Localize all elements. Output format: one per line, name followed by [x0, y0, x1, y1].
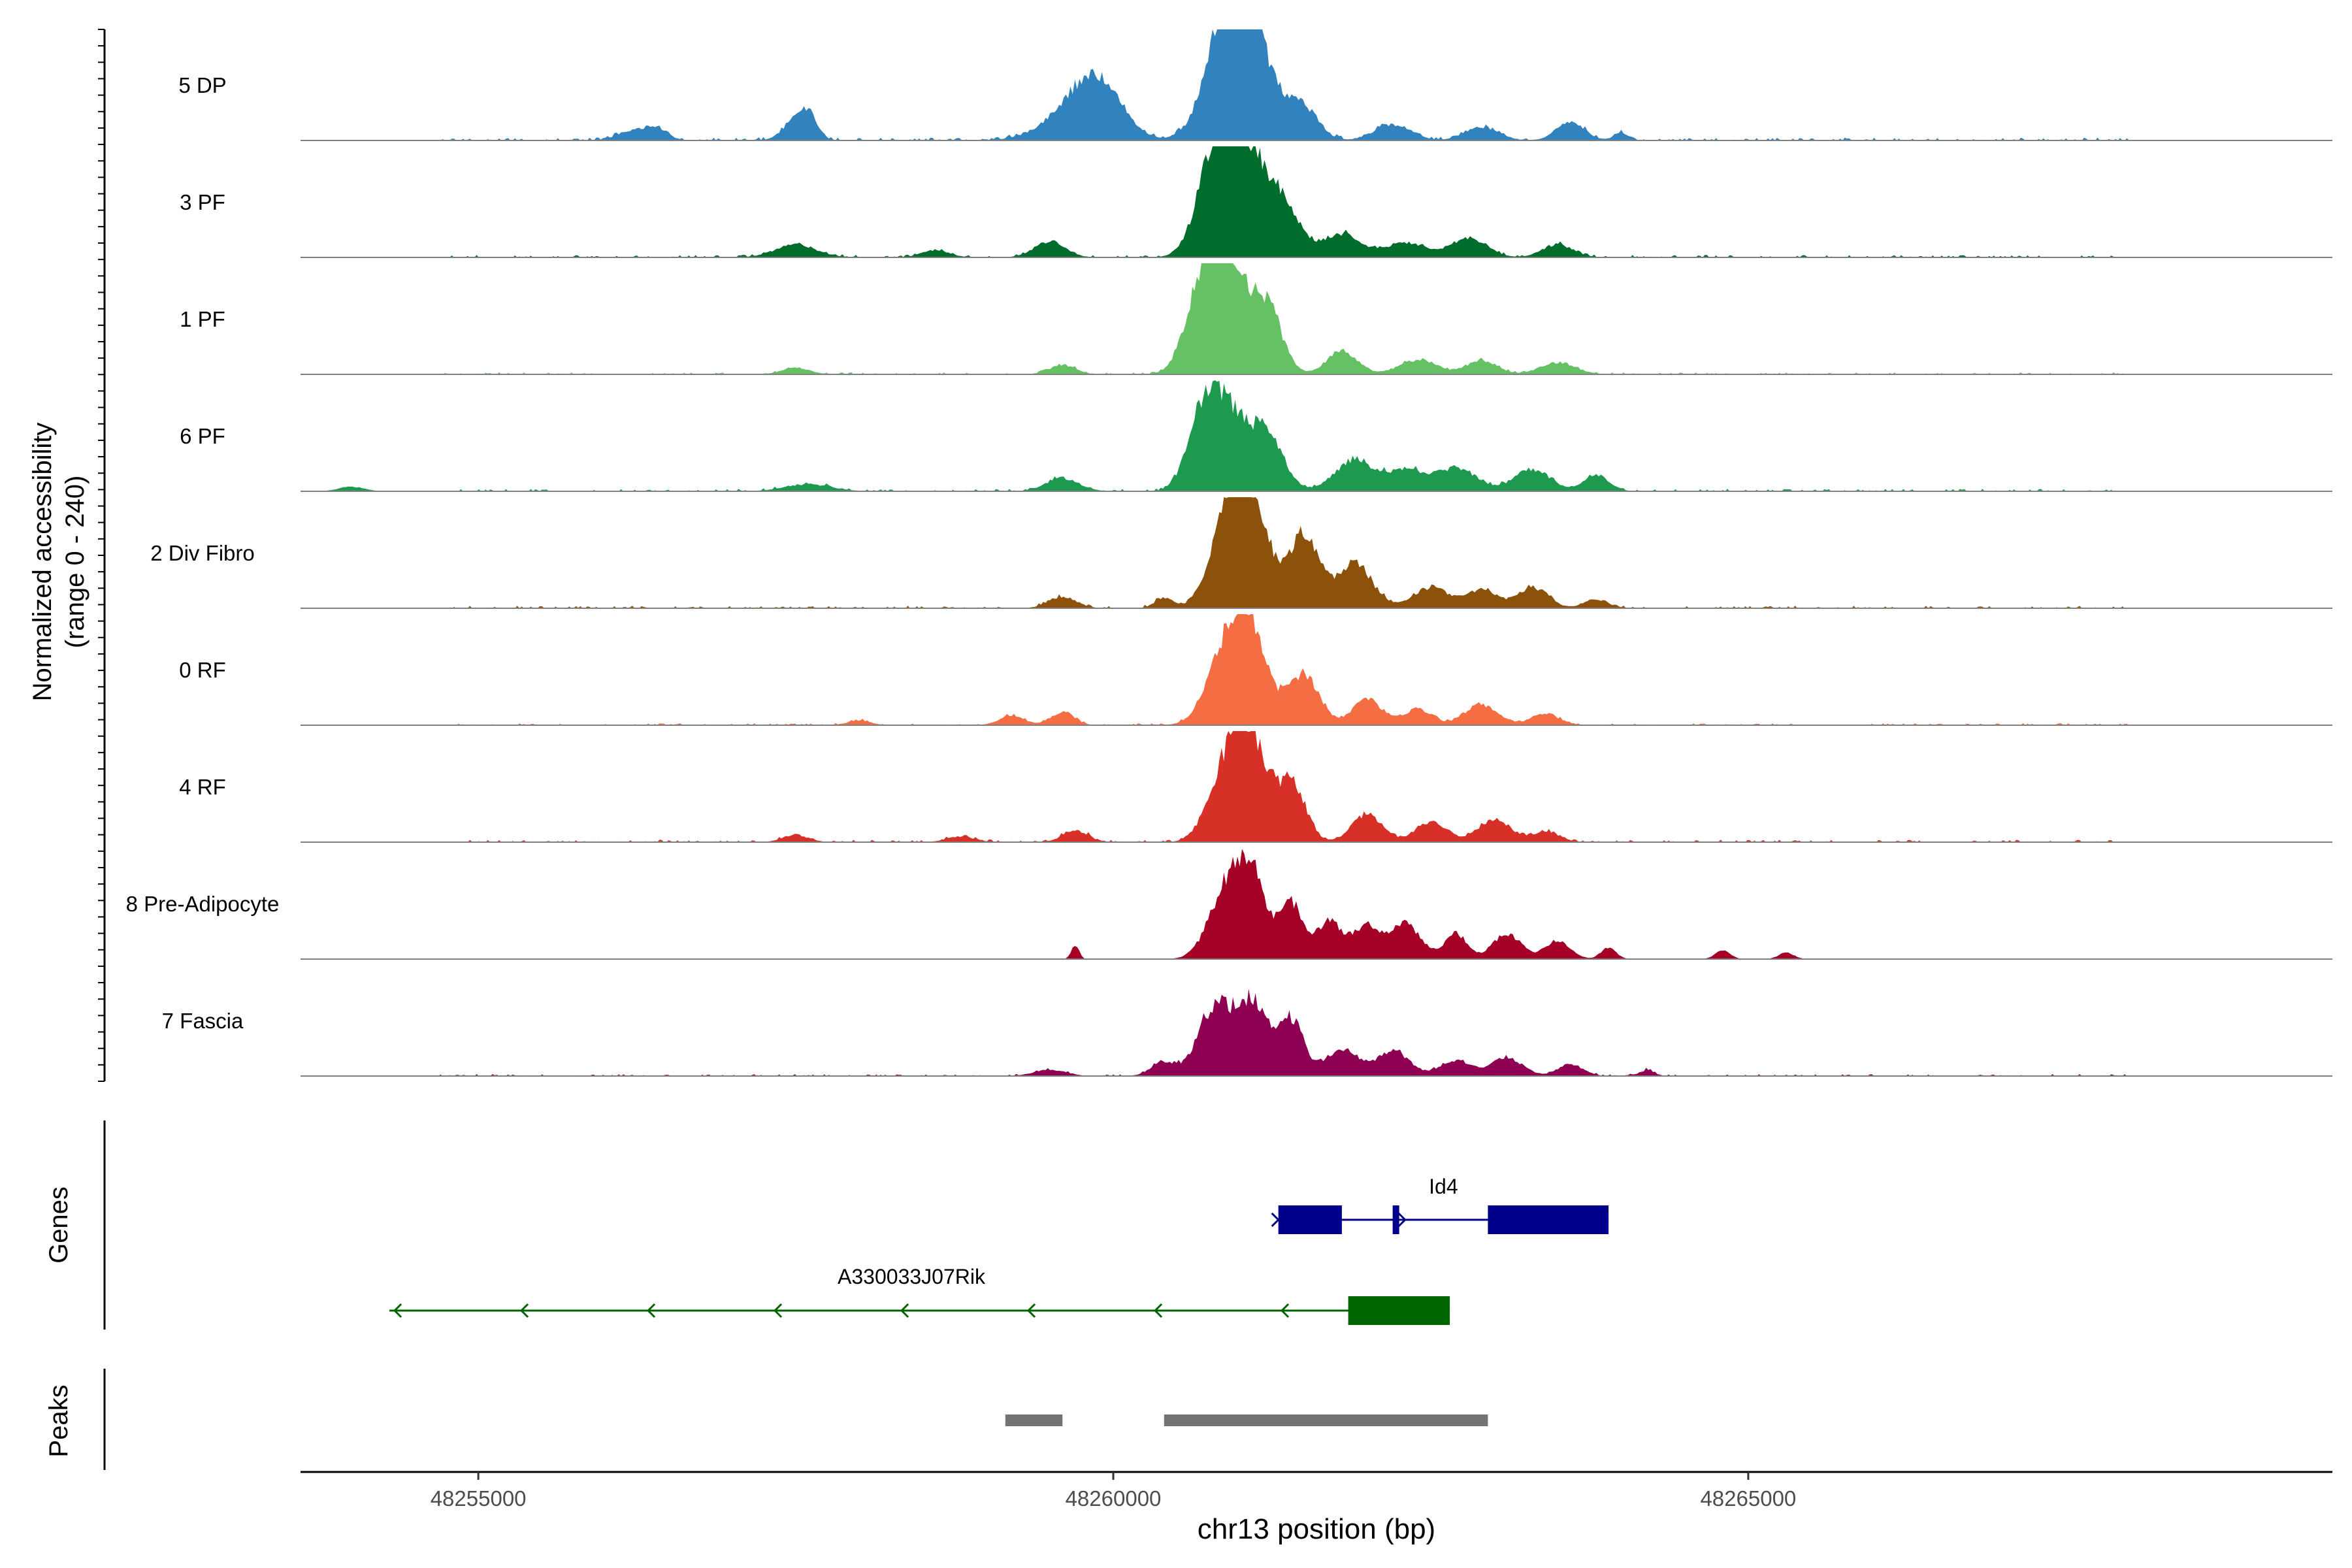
track-label: 5 DP — [178, 73, 226, 97]
track-signal-area — [301, 29, 2332, 140]
strand-arrow — [393, 1303, 402, 1318]
strand-arrow — [1397, 1212, 1407, 1228]
strand-arrow — [900, 1303, 909, 1318]
gene-exon — [1488, 1205, 1609, 1234]
strand-arrow — [773, 1303, 783, 1318]
track-3-pf: 3 PF — [180, 146, 2332, 258]
track-signal-area — [301, 849, 2332, 959]
gene-annotations: Id4 A330033J07Rik — [389, 1175, 1609, 1325]
peak-track-label: Peaks — [44, 1384, 73, 1457]
track-8-pre-adipocyte: 8 Pre-Adipocyte — [126, 849, 2332, 960]
track-label: 4 RF — [179, 775, 226, 799]
track-signal-area — [301, 614, 2332, 725]
gene-exon — [1348, 1296, 1450, 1325]
gene-id4: Id4 — [1271, 1175, 1609, 1234]
track-5-dp: 5 DP — [178, 29, 2332, 141]
x-tick-label: 48255000 — [431, 1486, 527, 1511]
track-1-pf: 1 PF — [180, 263, 2332, 375]
gene-exon — [1392, 1205, 1399, 1234]
x-tick-label: 48260000 — [1066, 1486, 1162, 1511]
strand-arrow — [646, 1303, 656, 1318]
track-label: 1 PF — [180, 307, 225, 331]
gene-label: A330033J07Rik — [838, 1265, 986, 1288]
track-6-pf: 6 PF — [180, 380, 2332, 492]
gene-a330033j07rik: A330033J07Rik — [389, 1265, 1450, 1325]
y-axis — [98, 29, 106, 1082]
gene-exon — [1278, 1205, 1342, 1234]
coverage-tracks: 5 DP 3 PF 1 PF 6 PF 2 Div Fibro 0 RF 4 RF 8 Pre… — [126, 29, 2332, 1077]
track-7-fascia: 7 Fascia — [162, 988, 2332, 1077]
x-axis-ticks: 48255000 48260000 48265000 — [431, 1472, 1796, 1511]
y-axis-label-line1: Normalized accessibility — [28, 423, 57, 702]
track-4-rf: 4 RF — [179, 731, 2332, 843]
strand-arrow — [1280, 1303, 1290, 1318]
strand-arrow — [1153, 1303, 1163, 1318]
track-signal-area — [301, 497, 2332, 608]
track-0-rf: 0 RF — [179, 614, 2332, 726]
track-label: 6 PF — [180, 424, 225, 448]
track-label: 0 RF — [179, 658, 226, 682]
track-label: 3 PF — [180, 190, 225, 214]
gene-track-label: Genes — [44, 1186, 73, 1264]
y-axis-label-line2: (range 0 - 240) — [61, 476, 90, 649]
strand-arrow — [1026, 1303, 1036, 1318]
track-label: 2 Div Fibro — [150, 541, 255, 565]
peak-region — [1164, 1414, 1488, 1426]
x-axis-label: chr13 position (bp) — [1198, 1513, 1435, 1545]
peak-region — [1005, 1414, 1063, 1426]
track-label: 7 Fascia — [162, 1009, 244, 1033]
track-2-div-fibro: 2 Div Fibro — [150, 497, 2332, 609]
gene-label: Id4 — [1429, 1175, 1458, 1198]
peak-regions — [1005, 1414, 1488, 1426]
x-tick-label: 48265000 — [1700, 1486, 1796, 1511]
track-label: 8 Pre-Adipocyte — [126, 892, 280, 916]
strand-arrow — [519, 1303, 529, 1318]
